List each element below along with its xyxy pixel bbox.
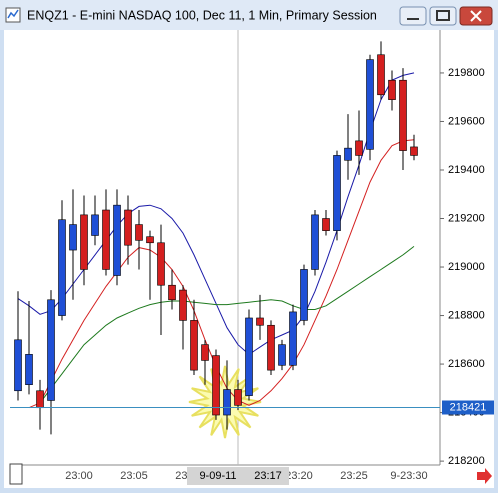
y-tick-label: 218800 [448,309,485,321]
y-tick-label: 219800 [448,67,485,79]
close-glyph [470,10,482,22]
scroll-right-arrow[interactable] [477,468,492,484]
candle-body [399,79,407,151]
candle-body [135,224,143,241]
candle-body [190,320,198,371]
candle-body [223,389,231,416]
candle-body [157,242,165,286]
x-tick-label: 9-23:30 [390,470,427,482]
crosshair-label-box [187,467,289,485]
maximize-button[interactable] [429,6,457,26]
x-tick-label: 23:20 [285,470,313,482]
y-tick-label: 219600 [448,115,485,127]
last-price-box [442,400,494,415]
maximize-glyph [436,10,450,21]
candle-body [366,59,374,150]
candle-body [113,204,121,276]
candle-body [388,79,396,100]
candle-body [36,390,44,409]
last-price-label: 218421 [450,401,487,413]
candle-body [80,214,88,270]
plot-area: 2182002184002186002188002190002192002194… [10,30,494,485]
candle-body [47,299,55,401]
candle-body [212,355,220,416]
candle-body [256,317,264,326]
y-tick-label: 218600 [448,358,485,370]
candle-body [58,219,66,316]
minimize-button[interactable] [399,6,427,26]
candle-body [14,339,22,392]
candle-body [410,146,418,156]
candle-body [25,354,33,385]
candle-body [311,214,319,270]
candle-body [300,269,308,321]
candle-body [377,54,385,96]
candle-body [201,344,209,361]
candle-body [234,389,242,406]
candle-body [278,344,286,366]
y-tick-label: 219200 [448,212,485,224]
candle-body [344,147,352,161]
candle-body [179,289,187,321]
candle-body [267,324,275,371]
crosshair-time: 23:17 [254,470,282,482]
candle-body [245,317,253,396]
scroll-box[interactable] [9,463,23,485]
candle-body [168,284,176,301]
window-title: ENQZ1 - E-mini NASDAQ 100, Dec 11, 1 Min… [27,8,377,22]
x-tick-label: 23:05 [120,470,148,482]
candle-body [102,209,110,270]
y-tick-label: 219000 [448,261,485,273]
y-tick-label: 219400 [448,164,485,176]
moving-average [28,139,415,409]
candle-body [289,311,297,366]
y-tick-label: 218200 [448,455,485,467]
candle-body [69,224,77,251]
app-icon-glyph [7,9,19,19]
x-tick-label: 23:25 [340,470,368,482]
candle-body [91,214,99,236]
x-tick-label: 23:00 [65,470,93,482]
candle-body [322,218,330,231]
chart-panel [4,30,494,488]
candle-body [146,236,154,244]
candle-body [355,140,363,156]
candle-body [333,155,341,231]
crosshair-date: 9-09-11 [199,470,236,482]
candle-body [124,209,132,246]
moving-average [39,246,415,404]
